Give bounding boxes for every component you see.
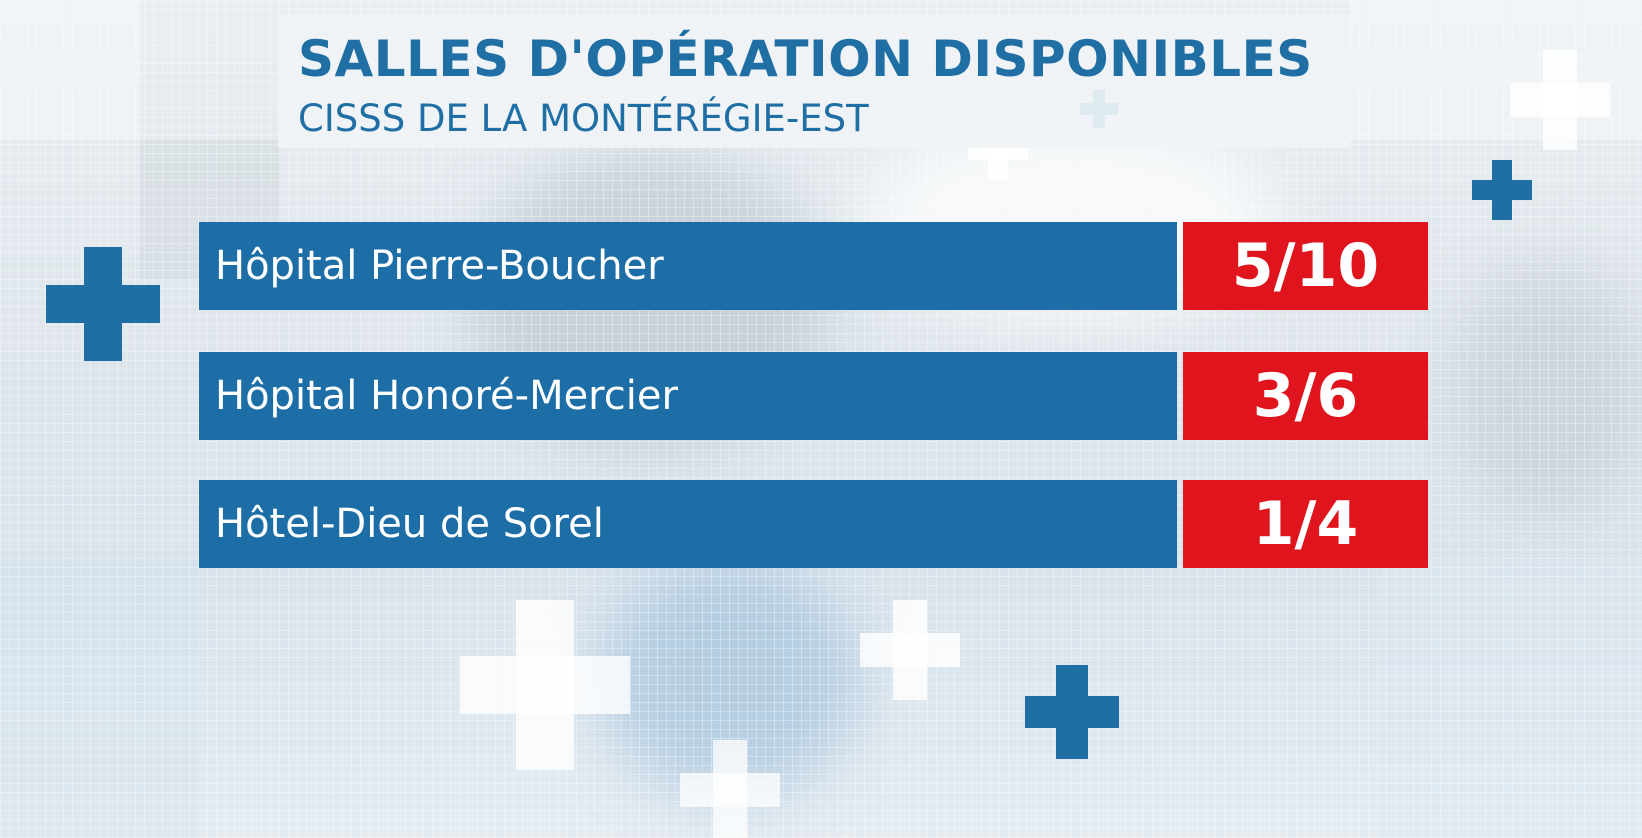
medical-cross-icon: [1510, 50, 1610, 150]
medical-cross-icon: [860, 600, 960, 700]
hospital-name: Hôpital Honoré-Mercier: [199, 352, 1177, 440]
available-count-badge: 1/4: [1183, 480, 1428, 568]
page-title: SALLES D'OPÉRATION DISPONIBLES: [298, 30, 1313, 88]
medical-cross-icon: [1025, 665, 1119, 759]
hospital-name: Hôpital Pierre-Boucher: [199, 222, 1177, 310]
medical-cross-icon: [460, 600, 630, 770]
hospital-name: Hôtel-Dieu de Sorel: [199, 480, 1177, 568]
available-count-badge: 5/10: [1183, 222, 1428, 310]
header-panel: [278, 14, 1350, 148]
available-count-badge: 3/6: [1183, 352, 1428, 440]
medical-cross-icon: [46, 247, 160, 361]
medical-cross-icon: [1472, 160, 1532, 220]
medical-cross-icon: [680, 740, 780, 838]
page-subtitle: CISSS DE LA MONTÉRÉGIE-EST: [298, 97, 869, 140]
